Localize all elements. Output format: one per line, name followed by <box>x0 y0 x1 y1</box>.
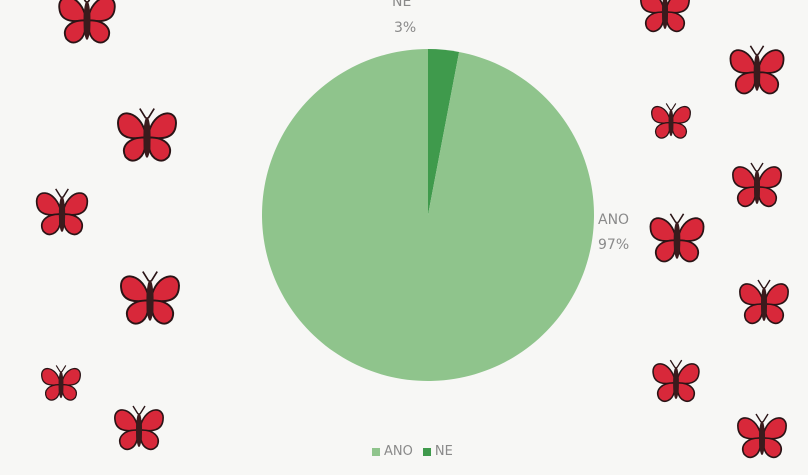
legend-label-ano: ANO <box>384 444 413 459</box>
butterfly-icon <box>739 279 789 325</box>
butterfly-icon <box>114 405 164 451</box>
slice-label-ne-name: NE <box>392 0 412 10</box>
pie-chart <box>261 49 594 381</box>
legend-swatch-ne <box>422 447 431 456</box>
legend-swatch-ano <box>372 447 380 456</box>
butterfly-icon <box>729 45 785 95</box>
butterfly-decoration-group <box>35 0 789 459</box>
butterfly-icon <box>737 413 787 459</box>
legend-label-ne: NE <box>434 444 453 459</box>
chart-legend: ANO NE <box>372 444 453 459</box>
butterfly-icon <box>58 0 116 44</box>
butterfly-icon <box>41 365 81 401</box>
butterfly-icon <box>732 162 782 208</box>
butterfly-icon <box>640 0 690 33</box>
legend-item-ne: NE <box>422 444 453 459</box>
pie-slice-ne <box>428 49 460 215</box>
butterfly-icon <box>120 271 180 325</box>
butterfly-icon <box>35 188 89 236</box>
slice-label-ano-value: 97% <box>598 237 630 253</box>
pie-slice-ano <box>261 49 594 381</box>
slice-label-ne-value: 3% <box>394 20 417 36</box>
butterfly-icon <box>117 108 177 162</box>
butterfly-icon <box>649 213 705 263</box>
legend-item-ano: ANO <box>372 444 413 459</box>
butterfly-icon <box>652 359 700 402</box>
butterfly-icon <box>651 103 691 139</box>
slice-label-ano-name: ANO <box>598 212 630 228</box>
